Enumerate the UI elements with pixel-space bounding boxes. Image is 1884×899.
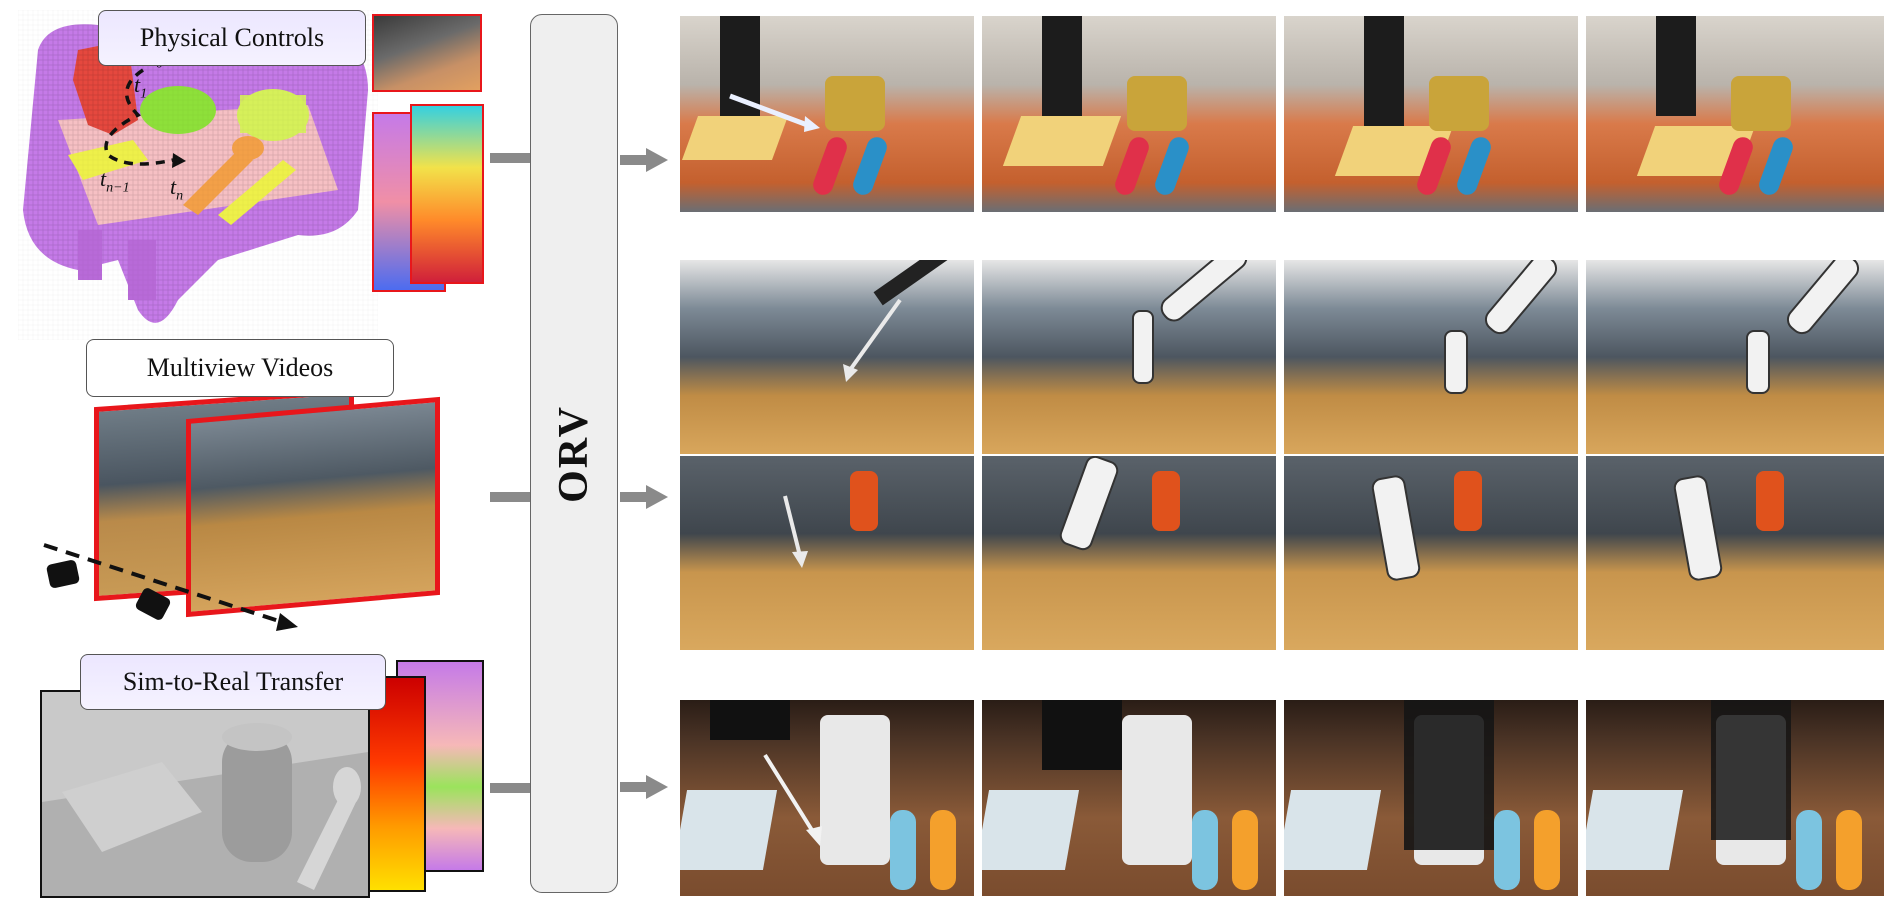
output-frame-table-1 xyxy=(680,700,974,896)
output-frame-office-bottom-3 xyxy=(1284,456,1578,650)
voxel-scene xyxy=(18,10,378,340)
output-frame-office-bottom-4 xyxy=(1586,456,1884,650)
output-arrow xyxy=(620,485,668,509)
orv-model-label: ORV xyxy=(551,404,597,503)
output-frame-office-top-4 xyxy=(1586,260,1884,454)
output-frame-table-4 xyxy=(1586,700,1884,896)
sim-render xyxy=(40,690,370,898)
time-label-tn-1: tn−1 xyxy=(100,166,130,196)
input-arrow xyxy=(490,783,530,793)
camera-trajectory xyxy=(40,535,300,635)
output-frame-office-top-2 xyxy=(982,260,1276,454)
output-frame-table-2 xyxy=(982,700,1276,896)
input-arrow xyxy=(490,492,530,502)
output-frame-kitchen-1 xyxy=(680,16,974,212)
output-frame-office-top-3 xyxy=(1284,260,1578,454)
control-thumb-rgb xyxy=(372,14,482,92)
output-frame-office-top-1 xyxy=(680,260,974,454)
output-arrow xyxy=(620,148,668,172)
output-frame-kitchen-2 xyxy=(982,16,1276,212)
time-label-t1: t1 xyxy=(134,72,148,102)
output-frame-office-bottom-2 xyxy=(982,456,1276,650)
time-label-tn: tn xyxy=(170,174,184,204)
output-frame-office-bottom-1 xyxy=(680,456,974,650)
physical-controls-label: Physical Controls xyxy=(98,10,366,66)
output-arrow xyxy=(620,775,668,799)
sim-to-real-label: Sim-to-Real Transfer xyxy=(80,654,386,710)
output-frame-kitchen-4 xyxy=(1586,16,1884,212)
orv-model-block: ORV xyxy=(530,14,618,893)
output-frame-table-3 xyxy=(1284,700,1578,896)
multiview-videos-label: Multiview Videos xyxy=(86,339,394,397)
control-thumb-stack-b xyxy=(410,104,484,284)
output-frame-kitchen-3 xyxy=(1284,16,1578,212)
input-arrow xyxy=(490,153,530,163)
